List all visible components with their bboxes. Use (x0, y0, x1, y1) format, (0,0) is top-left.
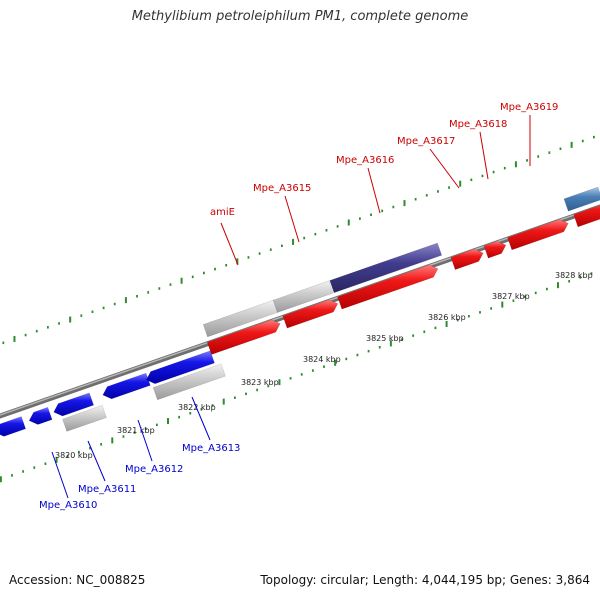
gene-arrow-other (152, 363, 226, 401)
genome-summary-text: Topology: circular; Length: 4,044,195 bp… (260, 573, 590, 587)
kbp-tick-label: 3821 kbp (117, 426, 155, 435)
leader-line (429, 148, 460, 189)
gene-label-reverse: Mpe_A3610 (39, 500, 97, 511)
leader-line (479, 131, 489, 180)
gene-arrow-reverse (53, 392, 95, 417)
leader-line (191, 396, 211, 441)
gene-label-forward: Mpe_A3618 (449, 119, 507, 130)
kbp-tick-label: 3826 kbp (428, 313, 466, 322)
tick-marks (0, 135, 595, 483)
gene-arrow-forward (337, 264, 439, 310)
gene-arrow-forward (483, 240, 507, 259)
gene-arrow-reverse (28, 406, 53, 425)
gene-label-reverse: Mpe_A3613 (182, 443, 240, 454)
gene-arrow-reverse (0, 416, 27, 437)
gene-label-forward: Mpe_A3616 (336, 155, 394, 166)
gene-label-forward: Mpe_A3619 (500, 102, 558, 113)
gene-arrow-highlight (563, 186, 600, 212)
gene-label-forward: Mpe_A3617 (397, 136, 455, 147)
gene-track (0, 186, 600, 437)
gene-arrow-forward (507, 219, 569, 251)
leader-line (87, 440, 106, 482)
gene-arrow-forward (282, 299, 339, 329)
leader-line (284, 195, 300, 243)
gene-label-forward: amiE (210, 207, 235, 218)
gene-arrow-other (272, 280, 334, 313)
genome-backbone (0, 204, 600, 419)
gene-arrow-other (202, 299, 279, 338)
kbp-tick-label: 3820 kbp (55, 451, 93, 460)
gene-arrow-reverse (145, 350, 215, 385)
gene-arrow-forward (450, 248, 484, 271)
kbp-tick-label: 3827 kbp (492, 292, 530, 301)
gene-label-reverse: Mpe_A3612 (125, 464, 183, 475)
backbone-line (0, 204, 600, 419)
backbone-highlight (0, 205, 600, 416)
gene-arrow-other (62, 404, 107, 432)
reverse-gene-labels: Mpe_A3610 Mpe_A3611 Mpe_A3612 Mpe_A3613 (39, 396, 240, 511)
kbp-tick-label: 3823 kbp (241, 378, 279, 387)
kbp-tick-label: 3828 kbp (555, 271, 593, 280)
leader-line (51, 451, 69, 499)
kbp-tick-label: 3825 kbp (366, 334, 404, 343)
leader-line (220, 222, 239, 266)
leader-line (367, 167, 381, 214)
gene-arrow-highlight (329, 242, 443, 294)
gene-arrow-forward (573, 205, 600, 228)
kbp-tick-label: 3824 kbp (303, 355, 341, 364)
gene-label-forward: Mpe_A3615 (253, 183, 311, 194)
gene-label-reverse: Mpe_A3611 (78, 484, 136, 495)
map-title: Methylibium petroleiphilum PM1, complete… (131, 9, 469, 24)
accession-text: Accession: NC_008825 (9, 573, 146, 587)
leader-line (137, 419, 153, 462)
gene-arrow-forward (206, 319, 281, 355)
